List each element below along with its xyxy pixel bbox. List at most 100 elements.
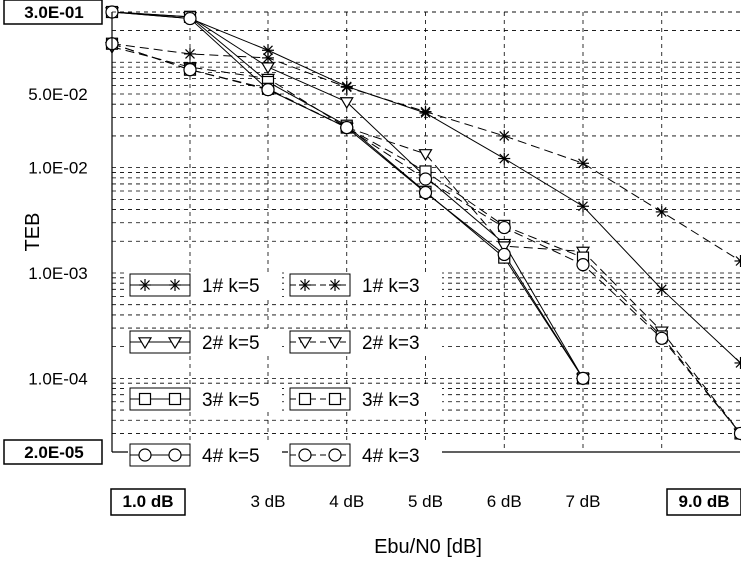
data-point-star xyxy=(655,205,668,218)
legend-item: 3# k=3 xyxy=(288,386,442,412)
marker-circle-shape xyxy=(418,185,433,200)
marker-star-stroke xyxy=(185,49,195,59)
marker-triangle-shape xyxy=(497,241,512,254)
data-point-star xyxy=(655,283,668,296)
data-point-triangle xyxy=(497,241,512,254)
x-tick-label: 3 dB xyxy=(251,492,286,511)
data-point-circle xyxy=(497,247,511,262)
marker-triangle-shape xyxy=(339,97,354,110)
marker-square-shape xyxy=(328,392,342,406)
marker-circle-shape xyxy=(261,83,275,97)
tick-labels: 3.0E-01 5.0E-02 1.0E-02 1.0E-03 1.0E-04 2.0E-… xyxy=(3,0,741,516)
legend-marker-triangle xyxy=(327,337,343,350)
x-tick-box xyxy=(666,488,741,516)
marker-star-stroke xyxy=(499,153,510,164)
x-tick-label: 4 dB xyxy=(329,492,364,511)
marker-square-shape xyxy=(298,392,312,406)
legend-label: 2# k=3 xyxy=(362,333,420,354)
data-point-triangle xyxy=(339,97,354,110)
legend-label: 3# k=5 xyxy=(202,390,260,411)
data-point-circle xyxy=(418,185,433,200)
marker-star-stroke xyxy=(170,280,180,290)
x-tick-label: 7 dB xyxy=(566,492,601,511)
data-point-star xyxy=(262,51,274,64)
marker-star-stroke xyxy=(140,280,150,290)
legend-marker-circle xyxy=(298,448,312,462)
marker-circle-shape xyxy=(340,120,354,135)
data-point-star xyxy=(498,152,511,165)
x-tick-box xyxy=(110,488,186,516)
marker-star-stroke xyxy=(263,45,273,56)
marker-star-stroke xyxy=(300,280,310,290)
marker-circle-shape xyxy=(655,331,669,345)
legend-marker-triangle xyxy=(137,337,153,350)
marker-circle-shape xyxy=(576,258,590,272)
marker-circle-shape xyxy=(328,448,342,462)
data-point-star xyxy=(419,105,432,118)
marker-circle-shape xyxy=(183,11,197,26)
legend-item: 4# k=5 xyxy=(128,442,282,468)
data-point-circle xyxy=(418,172,433,186)
data-point-star xyxy=(340,81,353,94)
grid xyxy=(112,11,740,453)
marker-circle-shape xyxy=(497,220,511,235)
data-point-circle xyxy=(183,11,197,26)
marker-star-stroke xyxy=(263,52,273,63)
data-point-circle xyxy=(655,331,669,345)
legend-label: 4# k=3 xyxy=(362,446,420,467)
data-point-circle xyxy=(497,220,511,235)
data-point-triangle xyxy=(418,149,433,162)
y-tick-box xyxy=(3,439,103,465)
marker-star-stroke xyxy=(656,284,667,295)
y-axis-label: TEB xyxy=(22,213,44,252)
legend-marker-square xyxy=(328,392,342,406)
data-point-star xyxy=(262,44,274,57)
legend-marker-square xyxy=(138,392,152,406)
marker-triangle-shape xyxy=(260,62,276,75)
marker-circle-shape xyxy=(733,426,741,441)
legend-marker-star xyxy=(299,279,311,291)
marker-circle-shape xyxy=(497,247,511,262)
data-point-triangle xyxy=(260,62,276,75)
legend-label: 1# k=5 xyxy=(202,276,260,297)
data-point-circle xyxy=(340,120,354,135)
legend-label: 3# k=3 xyxy=(362,390,420,411)
marker-circle-shape xyxy=(418,172,433,186)
marker-square-shape xyxy=(168,392,182,406)
legend-marker-circle xyxy=(168,448,182,462)
legend-marker-circle xyxy=(328,448,342,462)
legend-item: 3# k=5 xyxy=(128,386,282,412)
marker-star-stroke xyxy=(578,158,588,169)
legend-label: 2# k=5 xyxy=(202,333,260,354)
data-point-circle xyxy=(576,371,590,385)
data-point-circle xyxy=(576,258,590,272)
marker-triangle-shape xyxy=(167,337,183,350)
legend-marker-star xyxy=(329,279,341,291)
legend-marker-circle xyxy=(138,448,152,462)
y-tick-box xyxy=(3,0,103,25)
data-point-star xyxy=(734,254,741,267)
y-tick-label: 2.0E-05 xyxy=(24,443,84,462)
marker-star-stroke xyxy=(578,201,588,212)
x-tick-label: 5 dB xyxy=(408,492,443,511)
marker-square-shape xyxy=(138,392,152,406)
marker-triangle-shape xyxy=(297,337,313,350)
data-point-circle xyxy=(261,83,275,97)
y-tick-label: 1.0E-04 xyxy=(28,369,88,388)
y-tick-label: 5.0E-02 xyxy=(28,85,88,104)
legend-item: 1# k=5 xyxy=(128,272,282,298)
series-line-6 xyxy=(111,43,741,434)
legend-label: 4# k=5 xyxy=(202,446,260,467)
marker-circle-shape xyxy=(138,448,152,462)
series-line-4 xyxy=(111,46,741,434)
legend: 1# k=5 1# k=3 2# k=5 2# k=3 3# k=5 3# k=3 4# k… xyxy=(128,272,442,468)
data-point-circle xyxy=(733,426,741,441)
marker-triangle-shape xyxy=(327,337,343,350)
x-tick-label: 1.0 dB xyxy=(122,492,173,511)
marker-circle-shape xyxy=(168,448,182,462)
legend-marker-square xyxy=(168,392,182,406)
data-point-star xyxy=(577,157,589,170)
legend-item: 1# k=3 xyxy=(288,272,442,298)
marker-circle-shape xyxy=(298,448,312,462)
